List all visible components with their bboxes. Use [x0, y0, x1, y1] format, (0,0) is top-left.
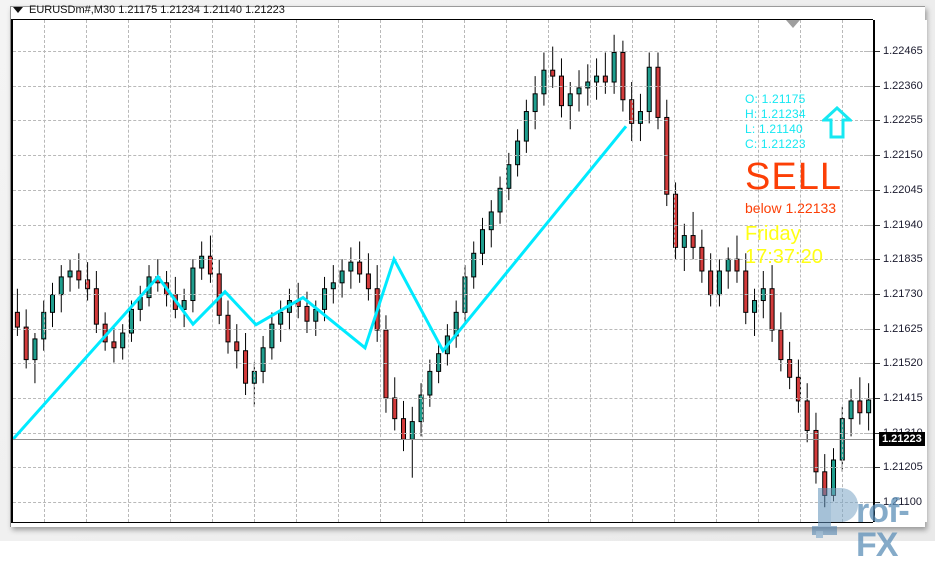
chevron-down-icon[interactable] [13, 7, 23, 13]
ohlc-info-panel: O: 1.21175 H: 1.21234 L: 1.21140 C: 1.21… [745, 92, 806, 152]
price-tick-dash [864, 155, 870, 157]
price-tick [875, 328, 880, 330]
signal-condition-label: below 1.22133 [745, 200, 837, 216]
price-tick [875, 155, 880, 157]
price-tick [875, 259, 880, 261]
price-axis[interactable]: 1.22465 1.22360 1.22255 1.22150 1.22045 1.219… [864, 20, 927, 522]
price-tick-dash [864, 259, 870, 261]
chart-bottom-border [11, 521, 873, 523]
price-axis-label: 1.21520 [883, 357, 923, 370]
price-axis-label: 1.22150 [883, 149, 923, 162]
ohlc-low-value: L: 1.21140 [745, 122, 803, 136]
price-tick-dash [864, 363, 870, 365]
price-axis-label: 1.22360 [883, 79, 923, 92]
price-axis-label: 1.21730 [883, 287, 923, 300]
ohlc-close-value: C: 1.21223 [745, 137, 806, 151]
ohlc-high-value: H: 1.21234 [745, 107, 806, 121]
price-axis-label: 1.21205 [883, 461, 923, 474]
chart-top-marker-icon [786, 20, 800, 28]
trade-signal-panel: SELL below 1.22133 Friday 17:37:20 [745, 157, 842, 269]
price-tick-dash [864, 502, 870, 504]
signal-time-label: 17:37:20 [745, 246, 823, 268]
arrow-up-icon [822, 106, 852, 139]
price-axis-label: 1.21100 [883, 496, 922, 509]
price-tick-dash [864, 293, 870, 295]
price-tick [875, 224, 880, 226]
price-axis-label: 1.21625 [883, 322, 923, 335]
current-price-tag: 1.21223 [879, 432, 925, 446]
price-tick [875, 51, 880, 52]
signal-day-label: Friday [745, 223, 801, 245]
watermark-text: rof-FX [856, 492, 910, 564]
zigzag-indicator-line [13, 125, 628, 441]
price-tick [875, 432, 880, 434]
price-tick-dash [864, 224, 870, 226]
price-tick-dash [864, 398, 870, 399]
price-tick [875, 502, 880, 504]
price-tick [875, 189, 880, 191]
price-axis-label: 1.22045 [883, 183, 923, 196]
price-axis-label: 1.21415 [883, 392, 923, 404]
price-tick-dash [864, 189, 870, 191]
price-tick-dash [864, 120, 870, 122]
current-price-line [13, 439, 873, 440]
ohlc-open-value: O: 1.21175 [745, 92, 806, 106]
price-tick-dash [864, 432, 870, 434]
price-tick [875, 363, 880, 365]
symbol-timeframe-ohlc-label: EURUSDm#,M30 1.21175 1.21234 1.21140 1.2… [29, 4, 285, 16]
price-axis-label: 1.22255 [883, 114, 923, 127]
price-axis-label: 1.21835 [883, 253, 923, 266]
signal-action-label: SELL [745, 156, 842, 198]
price-tick [875, 398, 880, 399]
prof-fx-logo-icon [812, 482, 874, 538]
price-tick-dash [864, 85, 870, 87]
price-tick-dash [864, 51, 870, 52]
chart-title-bar: EURUSDm#,M30 1.21175 1.21234 1.21140 1.2… [13, 2, 285, 18]
price-axis-label: 1.21940 [883, 218, 923, 231]
price-tick-dash [864, 467, 870, 469]
price-tick [875, 467, 880, 469]
price-tick [875, 293, 880, 295]
price-tick-dash [864, 328, 870, 330]
price-tick [875, 120, 880, 122]
price-axis-label: 1.22465 [883, 45, 923, 57]
price-tick [875, 85, 880, 87]
